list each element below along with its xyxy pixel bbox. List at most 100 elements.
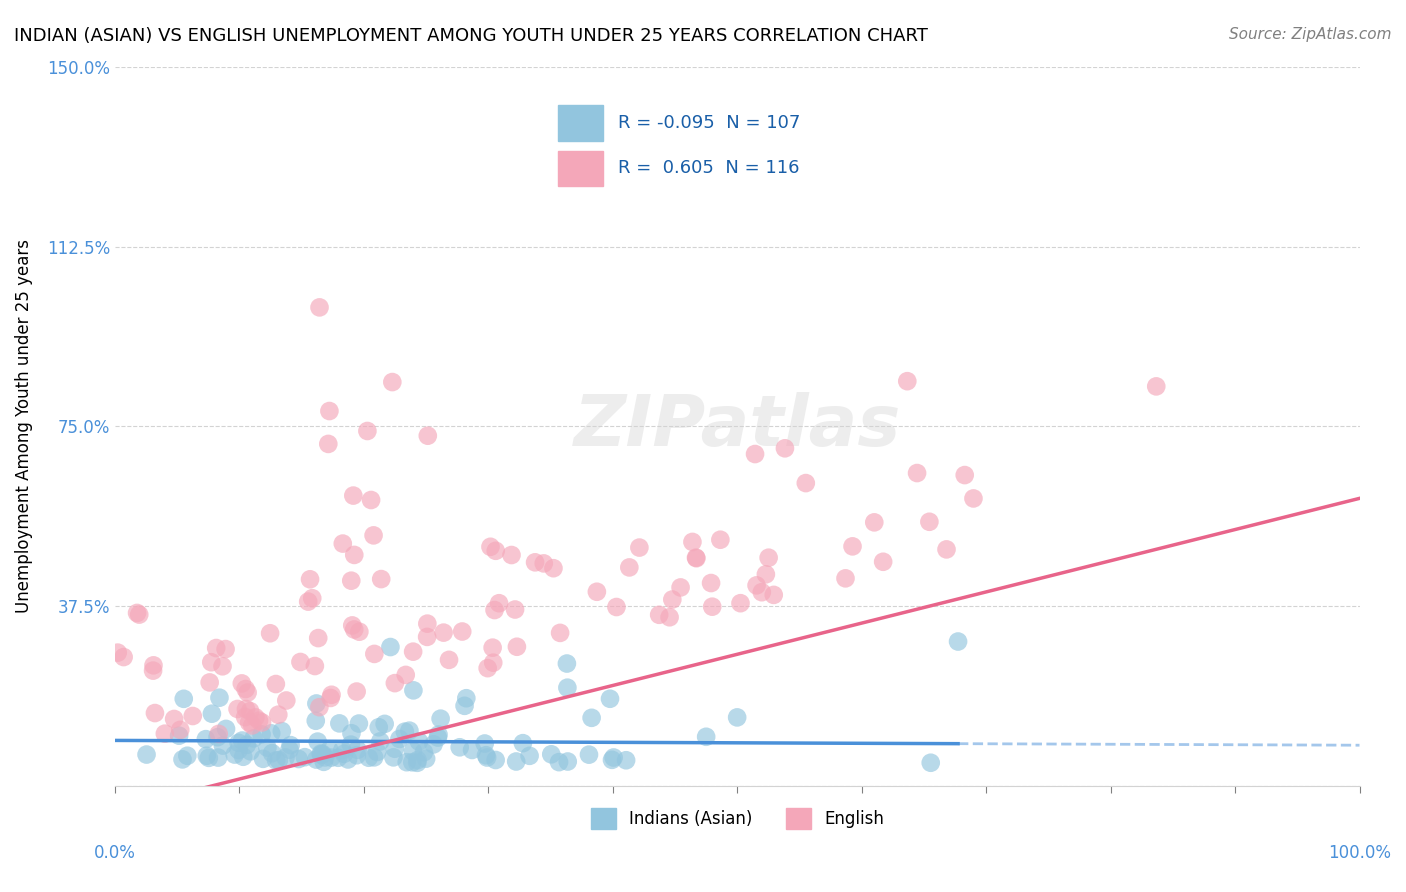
Point — [238, 715, 260, 730]
Point — [267, 707, 290, 722]
Point — [962, 491, 984, 506]
Point — [905, 466, 928, 480]
Point — [449, 740, 471, 755]
Point — [224, 747, 246, 762]
Point — [321, 750, 343, 764]
Point — [309, 747, 332, 762]
Point — [163, 712, 186, 726]
Point — [233, 710, 256, 724]
Point — [700, 576, 723, 591]
Point — [172, 752, 194, 766]
Point — [236, 685, 259, 699]
Point — [318, 404, 340, 418]
Point — [349, 624, 371, 639]
Point — [512, 736, 534, 750]
Point — [370, 572, 392, 586]
Point — [278, 742, 301, 756]
Point — [308, 700, 330, 714]
Point — [406, 756, 429, 770]
Point — [451, 624, 474, 639]
Point — [695, 730, 717, 744]
Point — [267, 753, 290, 767]
Point — [1144, 379, 1167, 393]
Point — [128, 607, 150, 622]
Point — [744, 447, 766, 461]
Point — [201, 706, 224, 721]
Point — [474, 737, 496, 751]
Point — [398, 723, 420, 738]
Point — [503, 602, 526, 616]
Point — [312, 755, 335, 769]
Point — [311, 747, 333, 761]
Point — [475, 750, 498, 764]
Point — [578, 747, 600, 762]
Point — [342, 489, 364, 503]
Point — [198, 675, 221, 690]
Point — [479, 540, 502, 554]
Point — [207, 730, 229, 744]
Point — [477, 661, 499, 675]
Point — [176, 748, 198, 763]
Point — [305, 753, 328, 767]
Point — [305, 714, 328, 728]
Point — [709, 533, 731, 547]
Point — [360, 493, 382, 508]
Point — [305, 697, 328, 711]
Text: ZIPatlas: ZIPatlas — [574, 392, 901, 461]
Point — [112, 650, 135, 665]
Point — [505, 755, 527, 769]
Point — [415, 752, 437, 766]
Point — [416, 428, 439, 442]
Point — [475, 748, 498, 763]
Point — [794, 476, 817, 491]
Point — [896, 374, 918, 388]
Text: Source: ZipAtlas.com: Source: ZipAtlas.com — [1229, 27, 1392, 42]
Point — [290, 655, 312, 669]
Point — [262, 746, 284, 760]
Point — [328, 751, 350, 765]
Point — [422, 738, 444, 752]
Point — [340, 574, 363, 588]
Point — [586, 584, 609, 599]
Point — [953, 468, 976, 483]
Point — [394, 724, 416, 739]
Point — [519, 748, 541, 763]
Point — [235, 702, 257, 716]
Text: INDIAN (ASIAN) VS ENGLISH UNEMPLOYMENT AMONG YOUTH UNDER 25 YEARS CORRELATION CH: INDIAN (ASIAN) VS ENGLISH UNEMPLOYMENT A… — [14, 27, 928, 45]
Point — [264, 677, 287, 691]
Point — [318, 437, 340, 451]
Point — [280, 738, 302, 752]
Point — [346, 748, 368, 763]
Point — [614, 753, 637, 767]
Point — [340, 738, 363, 752]
Point — [382, 750, 405, 764]
Point — [501, 548, 523, 562]
Point — [287, 752, 309, 766]
Point — [247, 714, 270, 728]
Point — [482, 656, 505, 670]
Point — [228, 736, 250, 750]
Point — [259, 626, 281, 640]
Point — [661, 592, 683, 607]
Point — [730, 596, 752, 610]
Point — [402, 645, 425, 659]
Point — [685, 550, 707, 565]
Point — [231, 676, 253, 690]
Point — [453, 698, 475, 713]
Point — [685, 551, 707, 566]
Point — [211, 659, 233, 673]
Point — [543, 561, 565, 575]
Point — [872, 555, 894, 569]
Point — [250, 727, 273, 741]
Point — [337, 752, 360, 766]
Point — [330, 743, 353, 757]
Point — [301, 591, 323, 606]
Point — [240, 718, 263, 732]
Point — [426, 731, 449, 745]
Point — [762, 588, 785, 602]
Point — [384, 676, 406, 690]
Point — [214, 642, 236, 657]
Point — [252, 752, 274, 766]
Point — [307, 734, 329, 748]
Point — [381, 375, 404, 389]
